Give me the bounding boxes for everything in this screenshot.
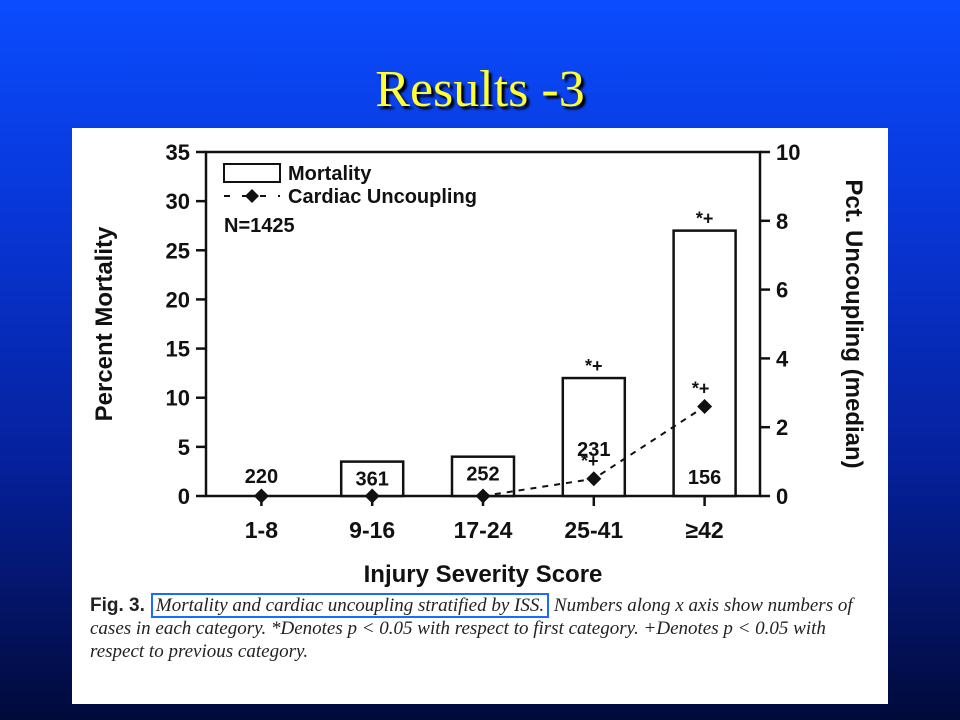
y-tick-label: 10 <box>166 386 190 411</box>
caption-highlight: Mortality and cardiac uncoupling stratif… <box>150 593 550 618</box>
y-tick-label: 15 <box>166 337 190 362</box>
x-tick-label: 17-24 <box>454 517 513 543</box>
legend-note: N=1425 <box>224 215 295 237</box>
figure-caption: Fig. 3. Mortality and cardiac uncoupling … <box>90 593 880 663</box>
y2-tick-label: 10 <box>776 140 800 165</box>
y-tick-label: 35 <box>166 140 190 165</box>
y-tick-label: 0 <box>178 484 190 509</box>
point-significance-marker: *+ <box>581 451 599 471</box>
case-count-label: 231 <box>577 439 610 461</box>
uncoupling-point <box>253 488 269 504</box>
uncoupling-point <box>475 488 491 504</box>
legend-label-mortality: Mortality <box>288 163 372 185</box>
legend-swatch-mortality <box>223 163 281 183</box>
y2-axis-title: Pct. Uncoupling (median) <box>840 179 867 468</box>
x-tick-label: 9-16 <box>349 517 395 543</box>
y-tick-label: 20 <box>166 287 190 312</box>
bar <box>672 229 737 498</box>
caption-label: Fig. 3. <box>90 595 145 616</box>
bar-significance-marker: *+ <box>585 356 603 376</box>
case-count-label: 361 <box>356 469 389 491</box>
y2-tick-label: 4 <box>776 346 789 371</box>
y2-tick-label: 8 <box>776 209 788 234</box>
x-tick-label: 1-8 <box>245 517 278 543</box>
slide-title: Results -3 <box>375 61 585 118</box>
legend-label-uncoupling: Cardiac Uncoupling <box>288 186 477 208</box>
y-tick-label: 25 <box>166 238 190 263</box>
legend-swatch-marker <box>245 189 259 203</box>
y2-tick-label: 0 <box>776 484 788 509</box>
uncoupling-point <box>586 471 602 487</box>
x-tick-label: 25-41 <box>564 517 623 543</box>
case-count-label: 220 <box>245 466 278 488</box>
chart: 0 5 10 15 20 25 30 35 0 2 4 6 8 10 1-8 9-16 17-24 25-41 ≥4… <box>91 140 867 588</box>
bar-significance-marker: *+ <box>696 209 714 229</box>
caption-text: Numbers along x axis show numbers of cas… <box>90 595 853 662</box>
case-count-label: 156 <box>688 467 721 489</box>
uncoupling-point <box>697 399 713 415</box>
y-tick-label: 5 <box>178 435 190 460</box>
y-tick-label: 30 <box>166 189 190 214</box>
x-tick-label: ≥42 <box>685 517 723 543</box>
case-count-label: 252 <box>466 464 499 486</box>
y2-tick-label: 6 <box>776 278 788 303</box>
y-axis-title: Percent Mortality <box>91 226 118 421</box>
x-axis-title: Injury Severity Score <box>364 561 603 588</box>
figure-panel: 0 5 10 15 20 25 30 35 0 2 4 6 8 10 1-8 9-16 17-24 25-41 ≥4… <box>72 128 888 704</box>
point-significance-marker: *+ <box>692 379 710 399</box>
y2-tick-label: 2 <box>776 415 788 440</box>
uncoupling-point <box>364 488 380 504</box>
